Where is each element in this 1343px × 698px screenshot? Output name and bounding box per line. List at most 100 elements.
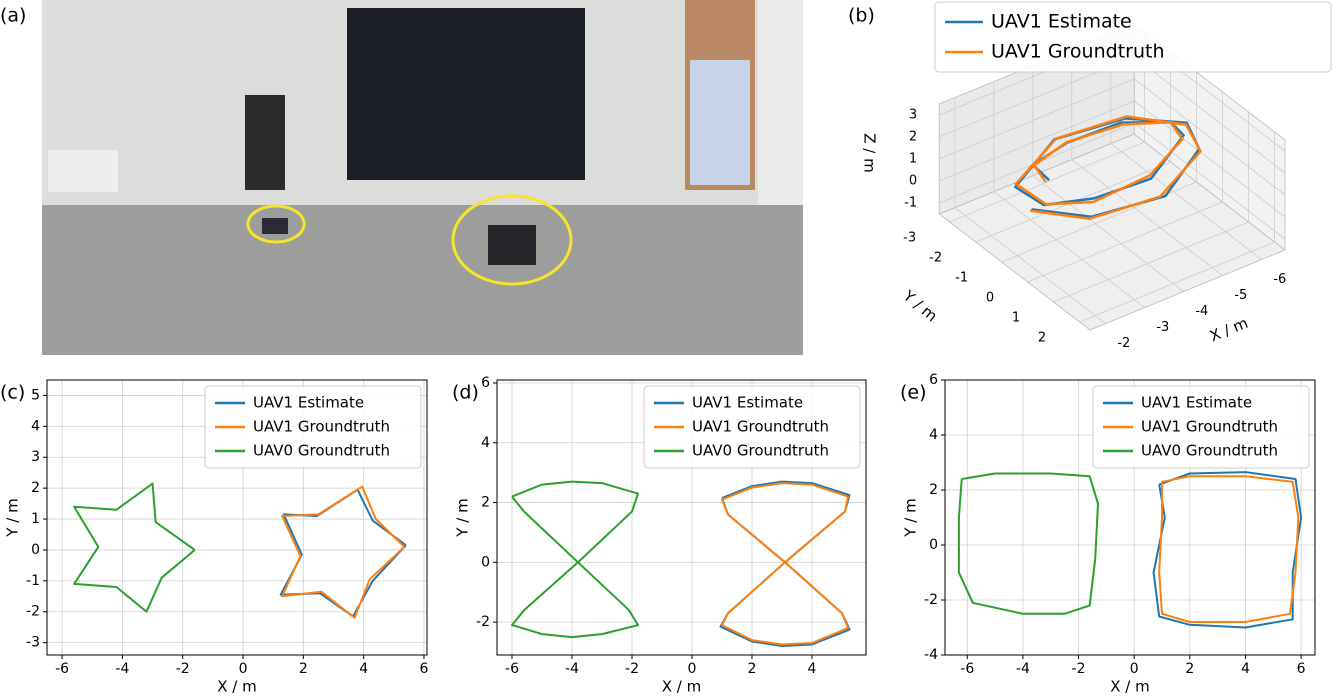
- legend-label: UAV1 Groundtruth: [1141, 418, 1278, 436]
- y-tick-label: 4: [31, 418, 40, 434]
- y-tick-label: -4: [924, 647, 938, 663]
- legend-box: [643, 385, 861, 469]
- y-tick-label: 1: [1012, 311, 1020, 326]
- photo-floor: [42, 205, 803, 355]
- legend-label: UAV1 Estimate: [991, 11, 1132, 33]
- y-tick-label: 0: [929, 537, 938, 553]
- legend-label: UAV1 Estimate: [253, 394, 364, 412]
- trajectory-line: [281, 485, 406, 619]
- panel-label: (d): [452, 382, 479, 404]
- y-tick-label: 2: [1038, 331, 1046, 346]
- x-tick-label: 6: [1297, 661, 1306, 677]
- legend-label: UAV1 Estimate: [692, 394, 803, 412]
- plot-frame: [496, 379, 867, 656]
- y-tick-label: -1: [955, 271, 968, 286]
- y-tick-label: 4: [481, 435, 490, 451]
- y-axis-label: Y / m: [454, 498, 472, 537]
- y-tick-label: -2: [929, 251, 942, 266]
- trajectory-line: [73, 482, 196, 613]
- x-tick-label: -4: [1016, 661, 1030, 677]
- x-tick-label: 2: [748, 661, 757, 677]
- x-tick-label: -2: [176, 661, 190, 677]
- x-tick-label: 2: [299, 661, 308, 677]
- legend-label: UAV1 Groundtruth: [692, 418, 829, 436]
- grid-line: [1133, 78, 1286, 196]
- y-tick-label: 6: [929, 372, 938, 388]
- x-tick-label: -6: [1273, 272, 1286, 287]
- y-tick-label: 2: [31, 480, 40, 496]
- x-axis-label: X / m: [662, 678, 701, 696]
- photo-highlight: [451, 194, 573, 286]
- x-tick-label: -6: [960, 661, 974, 677]
- y-tick-label: -1: [26, 573, 40, 589]
- x-tick-label: 0: [1130, 661, 1139, 677]
- y-tick-label: 6: [481, 375, 490, 391]
- legend-label: UAV1 Groundtruth: [991, 41, 1165, 63]
- grid-line: [1027, 201, 1223, 283]
- photo: [42, 0, 803, 355]
- panel-label: (c): [0, 382, 25, 404]
- grid-line: [1133, 56, 1286, 174]
- x-tick-label: 2: [1185, 661, 1194, 677]
- plot-frame: [46, 379, 428, 656]
- grid-line: [1053, 221, 1249, 303]
- x-tick-label: 4: [1241, 661, 1250, 677]
- panel-label: (a): [0, 5, 26, 27]
- trajectory-3d: [1014, 115, 1202, 220]
- grid-line: [939, 78, 1135, 160]
- y-axis-label: Y / m: [902, 498, 920, 537]
- x-tick-label: 0: [239, 661, 248, 677]
- x-tick-label: -4: [1195, 304, 1208, 319]
- grid-line: [954, 207, 1106, 324]
- y-tick-label: 3: [31, 449, 40, 465]
- x-tick-label: 4: [808, 661, 817, 677]
- legend-label: UAV0 Groundtruth: [692, 442, 829, 460]
- legend-box: [1092, 385, 1310, 469]
- legend-box: [204, 385, 422, 469]
- photo-screen: [347, 8, 585, 180]
- photo-banner-blue: [690, 60, 750, 185]
- x-tick-label: -4: [565, 661, 579, 677]
- y-tick-label: -3: [903, 231, 916, 246]
- x-tick-label: 6: [420, 661, 429, 677]
- y-tick-label: 0: [31, 542, 40, 558]
- photo-highlight: [246, 204, 306, 244]
- grid-line: [1079, 241, 1275, 323]
- photo-pillar: [758, 0, 803, 215]
- x-tick-label: -5: [1234, 288, 1247, 303]
- grid-line: [949, 141, 1145, 223]
- z-tick-label: 2: [909, 130, 917, 145]
- trajectory-line: [957, 472, 1099, 615]
- z-tick-label: 1: [909, 152, 917, 167]
- x-axis-label: X / m: [217, 678, 256, 696]
- trajectory-line: [721, 482, 849, 646]
- y-tick-label: 5: [31, 387, 40, 403]
- x-tick-label: -6: [55, 661, 69, 677]
- x-tick-label: 0: [688, 661, 697, 677]
- trajectory-line: [1158, 475, 1300, 623]
- y-tick-label: 1: [31, 511, 40, 527]
- y-axis-label: Y / m: [899, 286, 941, 325]
- x-axis-label: X / m: [1207, 314, 1250, 345]
- grid-line: [1133, 122, 1286, 240]
- x-axis-label: X / m: [1110, 678, 1149, 696]
- trajectory-line: [511, 480, 639, 639]
- legend-box: [934, 1, 1332, 73]
- z-tick-label: 3: [909, 108, 917, 123]
- y-tick-label: 0: [481, 554, 490, 570]
- legend-label: UAV0 Groundtruth: [253, 442, 390, 460]
- x-tick-label: -3: [1156, 320, 1169, 335]
- photo-banner: [245, 95, 285, 190]
- legend-label: UAV1 Groundtruth: [253, 418, 390, 436]
- photo-desk: [48, 150, 118, 192]
- trajectory-line: [1152, 471, 1303, 629]
- grid-line: [939, 100, 1135, 182]
- y-tick-label: -2: [924, 592, 938, 608]
- x-tick-label: -4: [115, 661, 129, 677]
- legend-label: UAV0 Groundtruth: [1141, 442, 1278, 460]
- y-tick-label: -3: [26, 635, 40, 651]
- x-tick-label: -2: [1117, 336, 1130, 351]
- x-tick-label: 4: [359, 661, 368, 677]
- panel-label: (b): [848, 5, 875, 27]
